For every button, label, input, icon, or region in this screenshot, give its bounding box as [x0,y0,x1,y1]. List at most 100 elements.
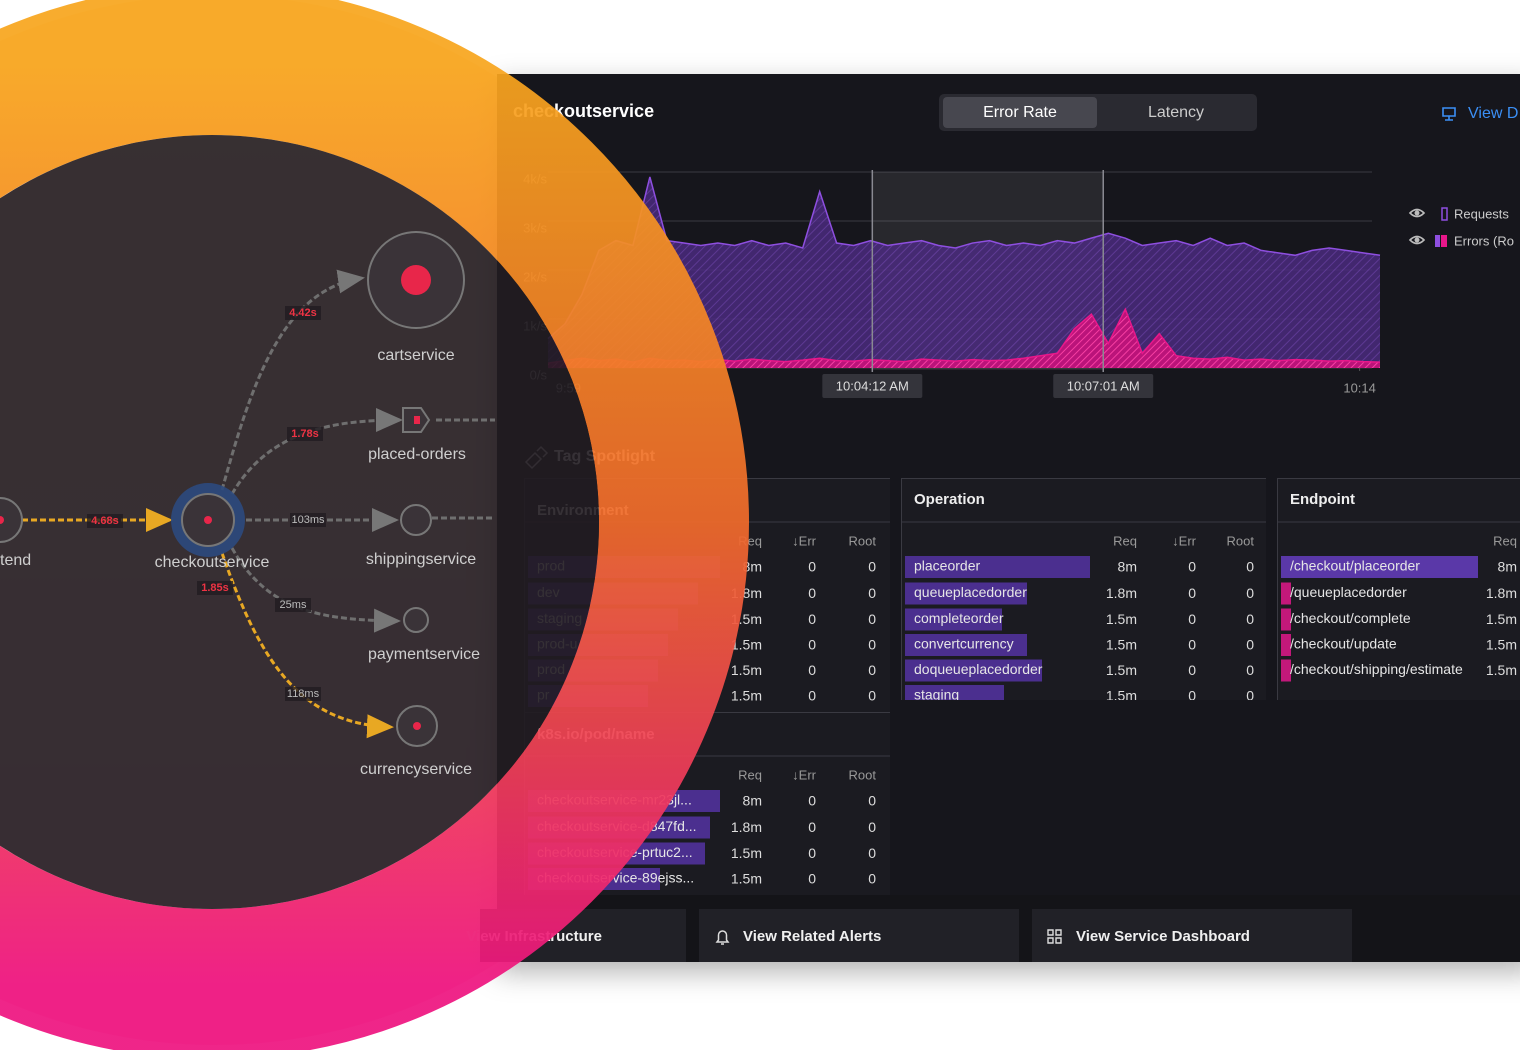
series-line [547,176,1381,340]
node-label[interactable]: currencyservice [360,761,472,778]
row-value: 0 [1188,585,1196,601]
node-label[interactable]: paymentservice [368,646,480,663]
row-bar [905,582,1027,605]
row-value: 0 [808,637,816,653]
edge-label-bg [87,514,123,528]
eye-icon[interactable] [1408,208,1426,218]
tab[interactable]: Error Rate [983,104,1057,121]
row-name[interactable]: /checkout/complete [1290,610,1411,626]
node-label[interactable]: placed-orders [368,446,466,463]
row-bar [905,634,1027,656]
node-dot [413,722,421,730]
edge-label-bg [290,513,326,527]
row-name[interactable]: /checkout/update [1290,636,1397,652]
row-value: 0 [1246,585,1254,601]
row-name[interactable]: doqueueplacedorder [914,661,1043,677]
column-header: Req [1493,533,1517,548]
row-value: 0 [1246,662,1254,678]
row-value: 1.5m [731,637,762,653]
row-name[interactable]: queueplacedorder [914,584,1027,600]
series-area [548,176,1380,368]
row-name[interactable]: /checkout/shipping/estimate [1290,661,1463,677]
column-header: Root [849,767,877,782]
row-bar [905,608,1002,631]
eye-icon[interactable] [1408,235,1426,245]
row-value: 1.8m [731,819,762,835]
row-bar [1281,556,1478,578]
row-name[interactable]: convertcurrency [914,636,1014,652]
row-value: 1.5m [731,871,762,887]
footer-button[interactable] [699,909,1019,962]
row-value: 0 [868,793,876,809]
row-value: 1.5m [1486,637,1517,653]
node-dot [414,416,420,424]
row-value: 0 [808,819,816,835]
x-tick-label: 10:14 [1343,380,1376,395]
legend-label: Errors (Ro [1454,233,1514,248]
row-value: 0 [868,662,876,678]
row-value: 8m [1498,559,1517,575]
row-value: 1.5m [1106,688,1137,704]
node-label[interactable]: shippingservice [366,551,476,568]
x-tick-label: 10:07:01 AM [1067,378,1140,393]
row-value: 1.5m [731,662,762,678]
row-value: 0 [868,871,876,887]
row-value: 0 [868,845,876,861]
edge-label-bg [285,306,321,320]
row-value: 1.5m [1106,611,1137,627]
row-value: 1.5m [731,688,762,704]
row-name[interactable]: placeorder [914,558,980,574]
node [403,607,429,633]
row-bar [905,659,1042,682]
node-label[interactable]: cartservice [377,347,454,364]
edge [220,269,365,491]
eye-icon [1414,210,1420,216]
row-value: 1.5m [1486,662,1517,678]
view-link[interactable]: View D [1468,105,1518,122]
row-name[interactable]: completeorder [914,610,1004,626]
row-value: 1.8m [1486,585,1517,601]
column-header: Req [738,767,762,782]
edge-label: 1.78s [291,428,319,440]
row-value: 1.8m [1106,585,1137,601]
edge-label: 4.42s [289,307,317,319]
row-value: 0 [808,559,816,575]
edge-label: 4.68s [91,515,119,527]
legend-swatch [1441,235,1447,247]
column-header: ↓Err [792,767,817,782]
edge-label: 1.85s [201,582,229,594]
node-dot [401,265,431,295]
row-value: 0 [1188,637,1196,653]
row-value: 0 [868,585,876,601]
footer-button[interactable] [1032,909,1352,962]
node-label[interactable]: tend [0,552,31,569]
footer-button-label[interactable]: View Related Alerts [743,928,881,945]
row-bar [1281,582,1291,605]
x-tick-label: 10:04:12 AM [836,378,909,393]
view-icon [1442,107,1456,121]
column-header: ↓Err [792,533,817,548]
legend-swatch [1441,207,1448,221]
row-value: 0 [868,688,876,704]
row-name[interactable]: /checkout/placeorder [1290,558,1420,574]
gradient-ring [0,0,749,1050]
edge-label-bg [275,598,311,612]
node [400,504,432,536]
footer-button-label[interactable]: View Service Dashboard [1076,928,1250,945]
tab-active-bg [943,97,1097,128]
tab[interactable]: Latency [1148,104,1204,121]
eye-icon [1414,237,1420,243]
table-title: Endpoint [1290,491,1355,508]
legend-label: Requests [1454,206,1509,221]
row-value: 0 [1188,662,1196,678]
series-area [548,309,1380,368]
row-name[interactable]: /queueplacedorder [1290,584,1407,600]
row-value: 8m [743,793,762,809]
node-label[interactable]: checkoutservice [155,554,270,571]
time-badge [1053,374,1154,398]
row-name[interactable]: staging [914,687,959,703]
row-value: 0 [808,611,816,627]
row-value: 0 [1188,611,1196,627]
tag-table: Endpoint Req/checkout/placeorder 8m/queuep… [1277,478,1520,700]
row-bar [1281,634,1291,656]
